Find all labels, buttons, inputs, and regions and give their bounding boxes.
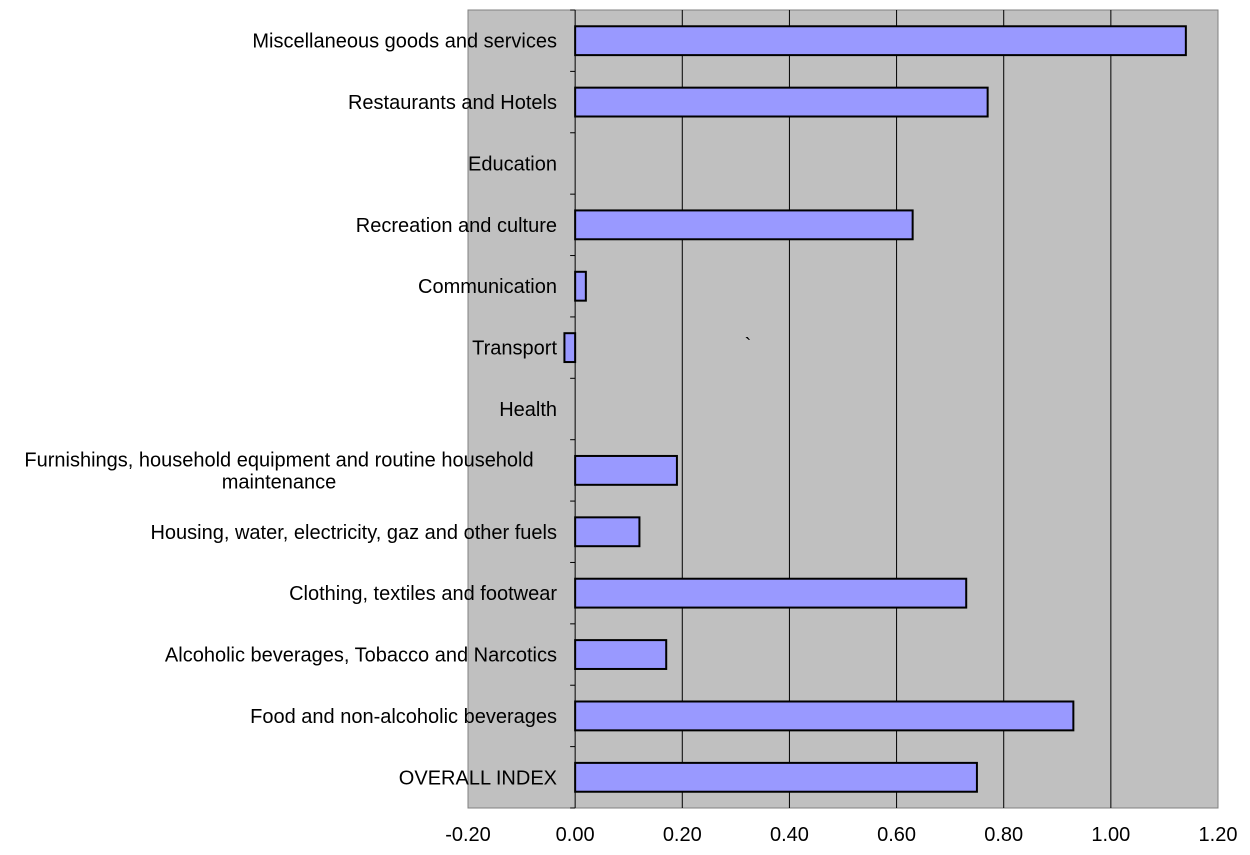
category-label: Housing, water, electricity, gaz and oth… xyxy=(150,522,557,544)
x-tick-labels: -0.20 0.00 0.20 0.40 0.60 0.80 1.00 1.20 xyxy=(445,824,1237,846)
category-label: Recreation and culture xyxy=(356,215,557,237)
x-tick-label: 1.00 xyxy=(1091,824,1130,846)
category-axis xyxy=(570,9,576,809)
bar xyxy=(574,454,678,486)
category-label: Miscellaneous goods and services xyxy=(252,31,557,53)
bar xyxy=(574,761,978,793)
category-label: Health xyxy=(499,399,557,421)
x-tick-label: 0.00 xyxy=(556,824,595,846)
bar xyxy=(574,86,989,118)
category-label: Transport xyxy=(472,338,557,360)
category-label: Furnishings, household equipment and rou… xyxy=(24,449,533,493)
x-tick-label: 0.60 xyxy=(877,824,916,846)
x-tick-label: 0.20 xyxy=(663,824,702,846)
category-label: Clothing, textiles and footwear xyxy=(289,583,557,605)
x-tick-label: 0.80 xyxy=(984,824,1023,846)
x-tick-label: 0.40 xyxy=(770,824,809,846)
bar xyxy=(574,209,914,241)
category-label: Communication xyxy=(418,276,557,298)
bar xyxy=(563,332,577,364)
bar xyxy=(574,577,968,609)
category-label: Food and non-alcoholic beverages xyxy=(250,706,557,728)
bar xyxy=(574,700,1075,732)
bar xyxy=(574,25,1187,57)
annotation-mark: ` xyxy=(745,335,752,357)
category-labels: OVERALL INDEX Food and non-alcoholic beve… xyxy=(24,31,557,790)
category-label: OVERALL INDEX xyxy=(399,767,557,789)
bar xyxy=(574,639,668,670)
x-tick-label: -0.20 xyxy=(445,824,491,846)
x-tick-label: 1.20 xyxy=(1199,824,1238,846)
bar xyxy=(574,270,587,302)
plot-area xyxy=(467,9,1219,809)
category-label: Restaurants and Hotels xyxy=(348,92,557,114)
category-label: Alcoholic beverages, Tobacco and Narcoti… xyxy=(165,645,557,667)
bar xyxy=(574,516,641,548)
gridlines xyxy=(681,10,1112,808)
category-label: Education xyxy=(468,153,557,175)
